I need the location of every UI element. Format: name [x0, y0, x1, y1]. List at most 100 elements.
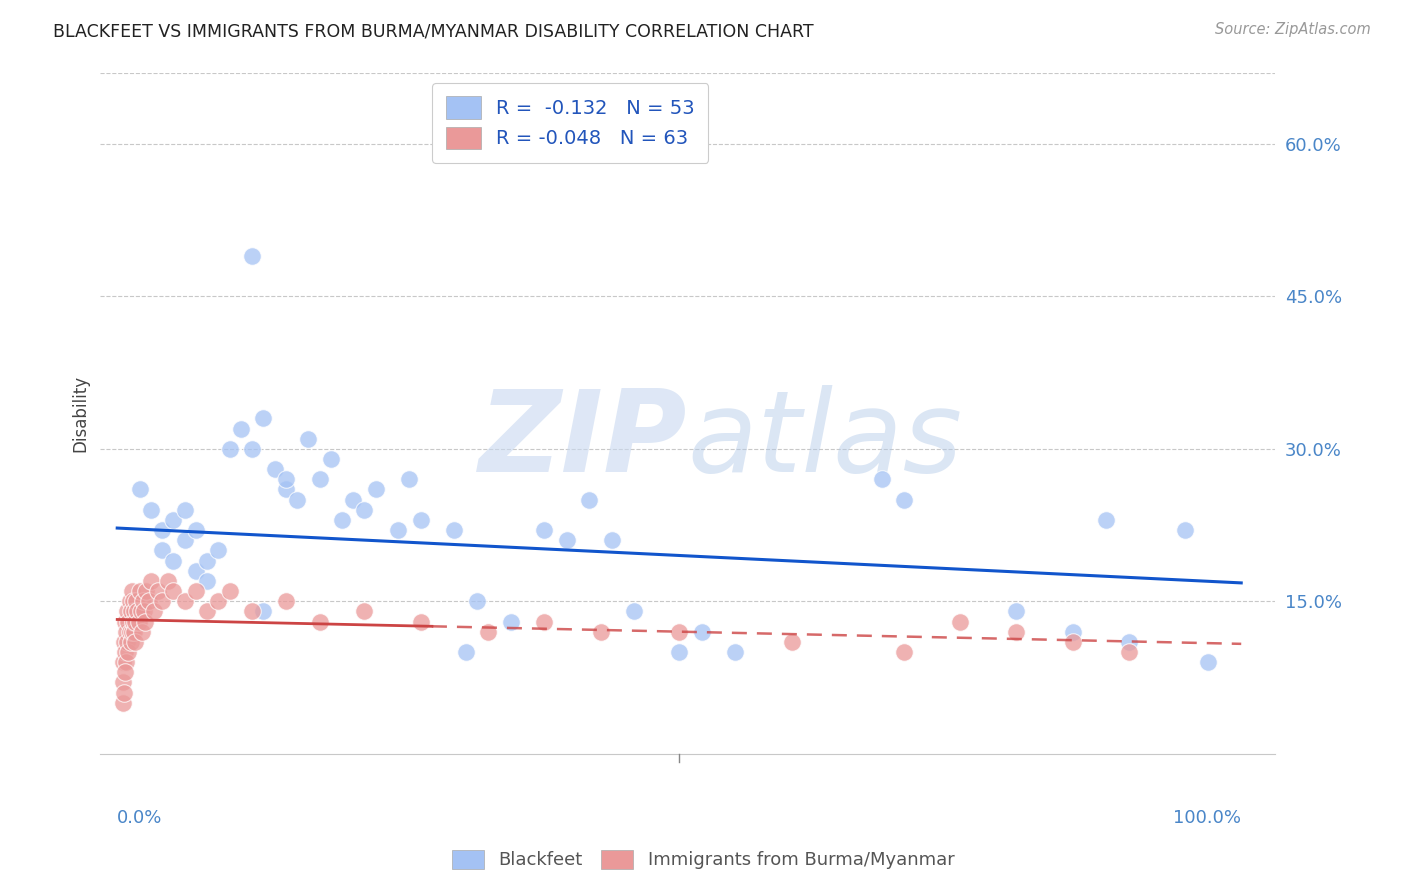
Point	[122, 604, 145, 618]
Point	[139, 502, 162, 516]
Point	[274, 594, 297, 608]
Point	[184, 523, 207, 537]
Point	[124, 615, 146, 629]
Point	[1118, 635, 1140, 649]
Point	[115, 624, 138, 639]
Point	[207, 594, 229, 608]
Point	[499, 615, 522, 629]
Point	[533, 523, 555, 537]
Point	[150, 594, 173, 608]
Point	[122, 615, 145, 629]
Point	[319, 452, 342, 467]
Point	[115, 655, 138, 669]
Point	[125, 594, 148, 608]
Point	[162, 584, 184, 599]
Point	[120, 604, 142, 618]
Point	[1095, 513, 1118, 527]
Legend: Blackfeet, Immigrants from Burma/Myanmar: Blackfeet, Immigrants from Burma/Myanmar	[443, 841, 963, 879]
Point	[128, 483, 150, 497]
Point	[589, 624, 612, 639]
Point	[121, 584, 143, 599]
Point	[128, 584, 150, 599]
Point	[297, 432, 319, 446]
Point	[274, 483, 297, 497]
Point	[1062, 624, 1084, 639]
Point	[690, 624, 713, 639]
Point	[623, 604, 645, 618]
Point	[240, 442, 263, 456]
Point	[342, 492, 364, 507]
Point	[893, 645, 915, 659]
Point	[353, 502, 375, 516]
Text: 100.0%: 100.0%	[1173, 809, 1241, 828]
Point	[229, 421, 252, 435]
Point	[146, 584, 169, 599]
Point	[555, 533, 578, 548]
Point	[578, 492, 600, 507]
Point	[134, 604, 156, 618]
Point	[252, 411, 274, 425]
Point	[143, 604, 166, 618]
Point	[263, 462, 285, 476]
Point	[173, 502, 195, 516]
Text: atlas: atlas	[688, 385, 963, 496]
Point	[162, 513, 184, 527]
Y-axis label: Disability: Disability	[72, 375, 89, 452]
Point	[118, 594, 141, 608]
Point	[195, 574, 218, 588]
Point	[252, 604, 274, 618]
Point	[139, 574, 162, 588]
Point	[132, 594, 155, 608]
Legend: R =  -0.132   N = 53, R = -0.048   N = 63: R = -0.132 N = 53, R = -0.048 N = 63	[432, 83, 709, 162]
Point	[1118, 645, 1140, 659]
Point	[870, 472, 893, 486]
Point	[240, 604, 263, 618]
Point	[150, 543, 173, 558]
Point	[131, 624, 153, 639]
Point	[668, 645, 690, 659]
Point	[134, 615, 156, 629]
Point	[127, 604, 149, 618]
Point	[409, 615, 432, 629]
Point	[111, 675, 134, 690]
Point	[195, 553, 218, 567]
Point	[117, 615, 139, 629]
Text: Source: ZipAtlas.com: Source: ZipAtlas.com	[1215, 22, 1371, 37]
Point	[117, 645, 139, 659]
Point	[409, 513, 432, 527]
Text: ZIP: ZIP	[479, 385, 688, 496]
Text: BLACKFEET VS IMMIGRANTS FROM BURMA/MYANMAR DISABILITY CORRELATION CHART: BLACKFEET VS IMMIGRANTS FROM BURMA/MYANM…	[53, 22, 814, 40]
Point	[454, 645, 477, 659]
Point	[117, 604, 139, 618]
Point	[111, 696, 134, 710]
Point	[600, 533, 623, 548]
Point	[207, 543, 229, 558]
Point	[173, 533, 195, 548]
Point	[218, 442, 240, 456]
Point	[330, 513, 353, 527]
Point	[398, 472, 420, 486]
Point	[114, 615, 136, 629]
Point	[949, 615, 972, 629]
Point	[112, 685, 135, 699]
Point	[308, 615, 330, 629]
Point	[1174, 523, 1197, 537]
Point	[150, 523, 173, 537]
Point	[1062, 635, 1084, 649]
Point	[1005, 624, 1028, 639]
Point	[218, 584, 240, 599]
Point	[162, 553, 184, 567]
Point	[121, 624, 143, 639]
Point	[122, 624, 145, 639]
Point	[353, 604, 375, 618]
Point	[533, 615, 555, 629]
Point	[112, 635, 135, 649]
Point	[135, 584, 157, 599]
Point	[118, 624, 141, 639]
Point	[120, 635, 142, 649]
Point	[195, 604, 218, 618]
Point	[173, 594, 195, 608]
Point	[477, 624, 499, 639]
Point	[724, 645, 747, 659]
Point	[364, 483, 387, 497]
